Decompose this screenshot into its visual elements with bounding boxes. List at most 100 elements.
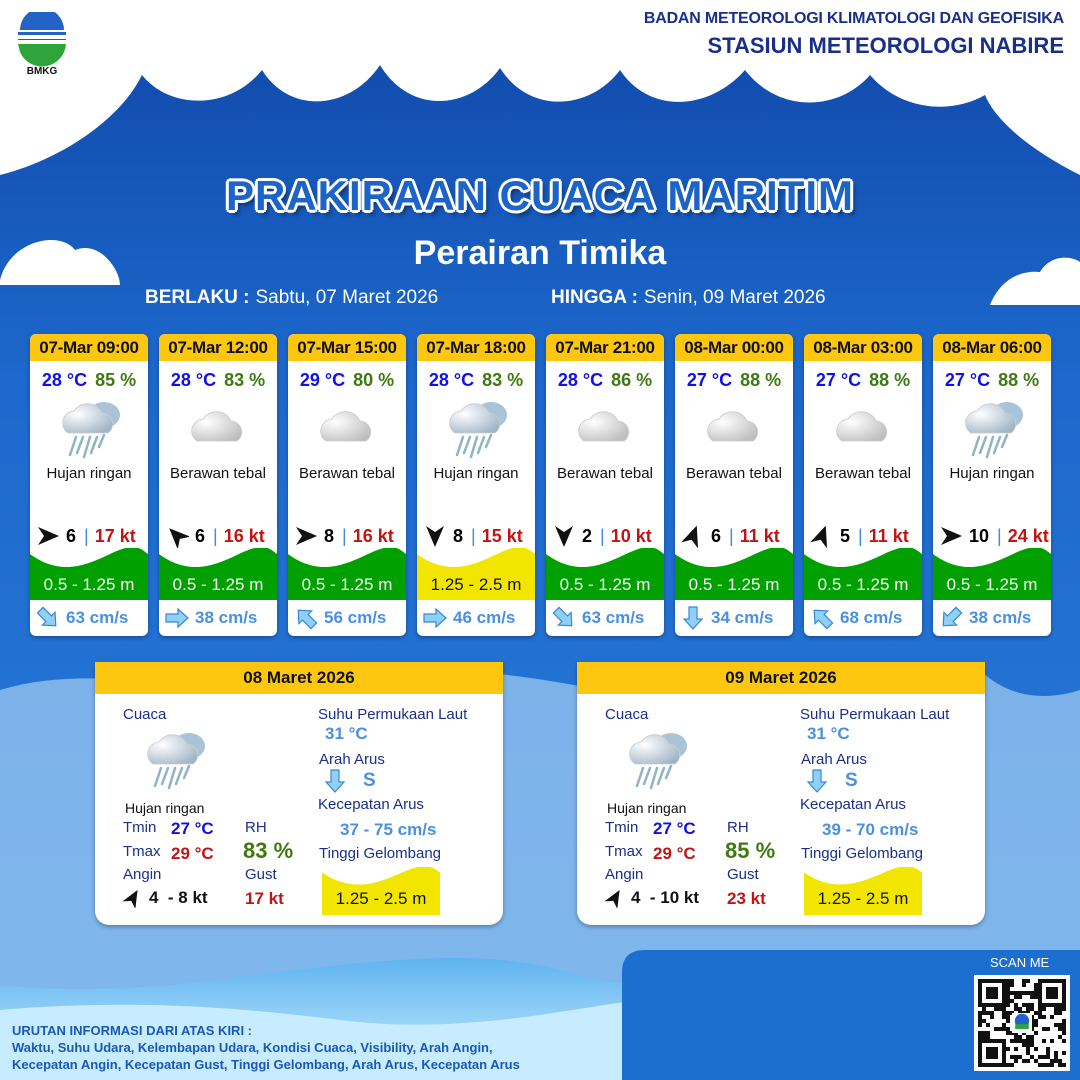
wave-height: 1.25 - 2.5 m: [322, 866, 440, 915]
cloud-icon: [570, 395, 640, 461]
rain-cloud-icon: [441, 395, 511, 461]
forecast-card[interactable]: 08-Mar 03:00 27 °C 88 % Berawan tebal 5 | 1…: [804, 334, 922, 636]
wind-speed: 2: [582, 525, 593, 546]
footer-heading: URUTAN INFORMASI DARI ATAS KIRI :: [12, 1023, 252, 1038]
weather-condition: Berawan tebal: [815, 465, 911, 482]
tmin-value: 27 °C: [171, 819, 214, 838]
wave-height: 0.5 - 1.25 m: [675, 548, 793, 600]
gust-speed: 24 kt: [1007, 525, 1049, 546]
current-direction-icon: [813, 609, 834, 630]
wave-height: 0.5 - 1.25 m: [288, 548, 406, 600]
valid-to: HINGGA : Senin, 09 Maret 2026: [551, 287, 826, 309]
rh-value: 83 %: [243, 838, 294, 863]
humidity: 88 %: [869, 370, 911, 390]
weather-label: Cuaca: [605, 706, 649, 723]
tmax-label: Tmax: [123, 843, 161, 860]
rh-value: 85 %: [725, 838, 776, 863]
wave-height-value: 0.5 - 1.25 m: [301, 575, 393, 594]
current-direction-label: Arah Arus: [319, 751, 385, 768]
footer-line2: Kecepatan Angin, Kecepatan Gust, Tinggi …: [12, 1057, 520, 1072]
humidity: 83 %: [482, 370, 524, 390]
current-speed: 63 cm/s: [66, 608, 129, 627]
gust-speed: 11 kt: [868, 525, 909, 546]
current-direction-icon: [36, 606, 57, 627]
gust-speed: 16 kt: [223, 525, 265, 546]
forecast-card[interactable]: 07-Mar 15:00 29 °C 80 % Berawan tebal 8 | 1…: [288, 334, 406, 636]
weather-condition: Berawan tebal: [686, 465, 782, 482]
forecast-time: 07-Mar 09:00: [30, 334, 148, 361]
gust-label: Gust: [727, 866, 759, 883]
valid-to-date: Senin, 09 Maret 2026: [643, 287, 826, 308]
footer-legend: URUTAN INFORMASI DARI ATAS KIRI : Waktu,…: [12, 1022, 520, 1073]
gust-value: 23 kt: [727, 889, 766, 908]
current-direction-icon: [805, 769, 829, 793]
forecast-time: 07-Mar 12:00: [159, 334, 277, 361]
gust-value: 17 kt: [245, 889, 284, 908]
wave-height-value: 1.25 - 2.5 m: [817, 889, 909, 908]
wave-height: 0.5 - 1.25 m: [546, 548, 664, 600]
forecast-card[interactable]: 07-Mar 09:00 28 °C 85 % Hujan ringan 6 | 17…: [30, 334, 148, 636]
humidity: 85 %: [95, 370, 137, 390]
wind-direction-icon: [38, 527, 59, 545]
humidity: 88 %: [998, 370, 1040, 390]
current-direction-value: S: [363, 770, 376, 791]
current-direction-value: S: [845, 770, 858, 791]
current-direction-icon: [942, 606, 963, 627]
daily-date: 09 Maret 2026: [577, 662, 985, 694]
wave-height: 0.5 - 1.25 m: [933, 548, 1051, 600]
rh-label: RH: [245, 819, 267, 836]
forecast-card[interactable]: 07-Mar 21:00 28 °C 86 % Berawan tebal 2 | 1…: [546, 334, 664, 636]
org-name: BADAN METEOROLOGI KLIMATOLOGI DAN GEOFIS…: [643, 10, 1064, 27]
qr-code[interactable]: [974, 975, 1070, 1071]
humidity: 86 %: [611, 370, 653, 390]
wind-direction-icon: [681, 525, 699, 548]
daily-weather: Hujan ringan: [607, 800, 687, 816]
forecast-time: 07-Mar 21:00: [546, 334, 664, 361]
humidity: 88 %: [740, 370, 782, 390]
wave-height: 0.5 - 1.25 m: [30, 548, 148, 600]
valid-from-label: BERLAKU :: [145, 287, 250, 308]
current-direction-icon: [682, 606, 704, 630]
wind-direction-icon: [123, 890, 138, 908]
wave-height: 0.5 - 1.25 m: [159, 548, 277, 600]
weather-condition: Berawan tebal: [170, 465, 266, 482]
sst-label: Suhu Permukaan Laut: [800, 706, 950, 723]
weather-condition: Hujan ringan: [433, 465, 519, 482]
rain-cloud-icon: [139, 726, 209, 792]
divider: |: [600, 525, 605, 546]
current-speed: 38 cm/s: [969, 608, 1032, 627]
wave-height-value: 0.5 - 1.25 m: [946, 575, 1038, 594]
station-name: STASIUN METEOROLOGI NABIRE: [707, 33, 1065, 58]
air-temperature: 28 °C: [557, 370, 604, 390]
tmin-label: Tmin: [605, 819, 639, 836]
forecast-card[interactable]: 07-Mar 12:00 28 °C 83 % Berawan tebal 6 | 1…: [159, 334, 277, 636]
wind-speed: 6: [711, 525, 722, 546]
wave-height-value: 0.5 - 1.25 m: [43, 575, 135, 594]
gust-speed: 17 kt: [94, 525, 136, 546]
forecast-card[interactable]: 07-Mar 18:00 28 °C 83 % Hujan ringan 8 | 15…: [417, 334, 535, 636]
gust-speed: 16 kt: [352, 525, 394, 546]
wind-direction-icon: [605, 890, 620, 908]
daily-summary-panel: 09 Maret 2026 Cuaca Hujan ringan Tmin 27…: [577, 662, 985, 925]
tmax-label: Tmax: [605, 843, 643, 860]
forecast-card[interactable]: 08-Mar 06:00 27 °C 88 % Hujan ringan 10 | 2…: [933, 334, 1051, 636]
forecast-time: 07-Mar 18:00: [417, 334, 535, 361]
rh-label: RH: [727, 819, 749, 836]
daily-weather: Hujan ringan: [125, 800, 205, 816]
air-temperature: 28 °C: [428, 370, 475, 390]
current-speed-value: 37 - 75 cm/s: [340, 820, 437, 839]
valid-from: BERLAKU : Sabtu, 07 Maret 2026: [145, 287, 438, 309]
wave-label: Tinggi Gelombang: [801, 845, 924, 862]
weather-condition: Hujan ringan: [46, 465, 132, 482]
wind-label: Angin: [605, 866, 644, 883]
divider: |: [729, 525, 734, 546]
wave-height-value: 1.25 - 2.5 m: [430, 575, 522, 594]
forecast-time: 08-Mar 03:00: [804, 334, 922, 361]
valid-from-date: Sabtu, 07 Maret 2026: [255, 287, 439, 308]
humidity: 83 %: [224, 370, 266, 390]
valid-to-label: HINGGA :: [551, 287, 638, 308]
air-temperature: 28 °C: [41, 370, 88, 390]
forecast-card[interactable]: 08-Mar 00:00 27 °C 88 % Berawan tebal 6 | 1…: [675, 334, 793, 636]
current-direction-label: Arah Arus: [801, 751, 867, 768]
weather-condition: Hujan ringan: [949, 465, 1035, 482]
